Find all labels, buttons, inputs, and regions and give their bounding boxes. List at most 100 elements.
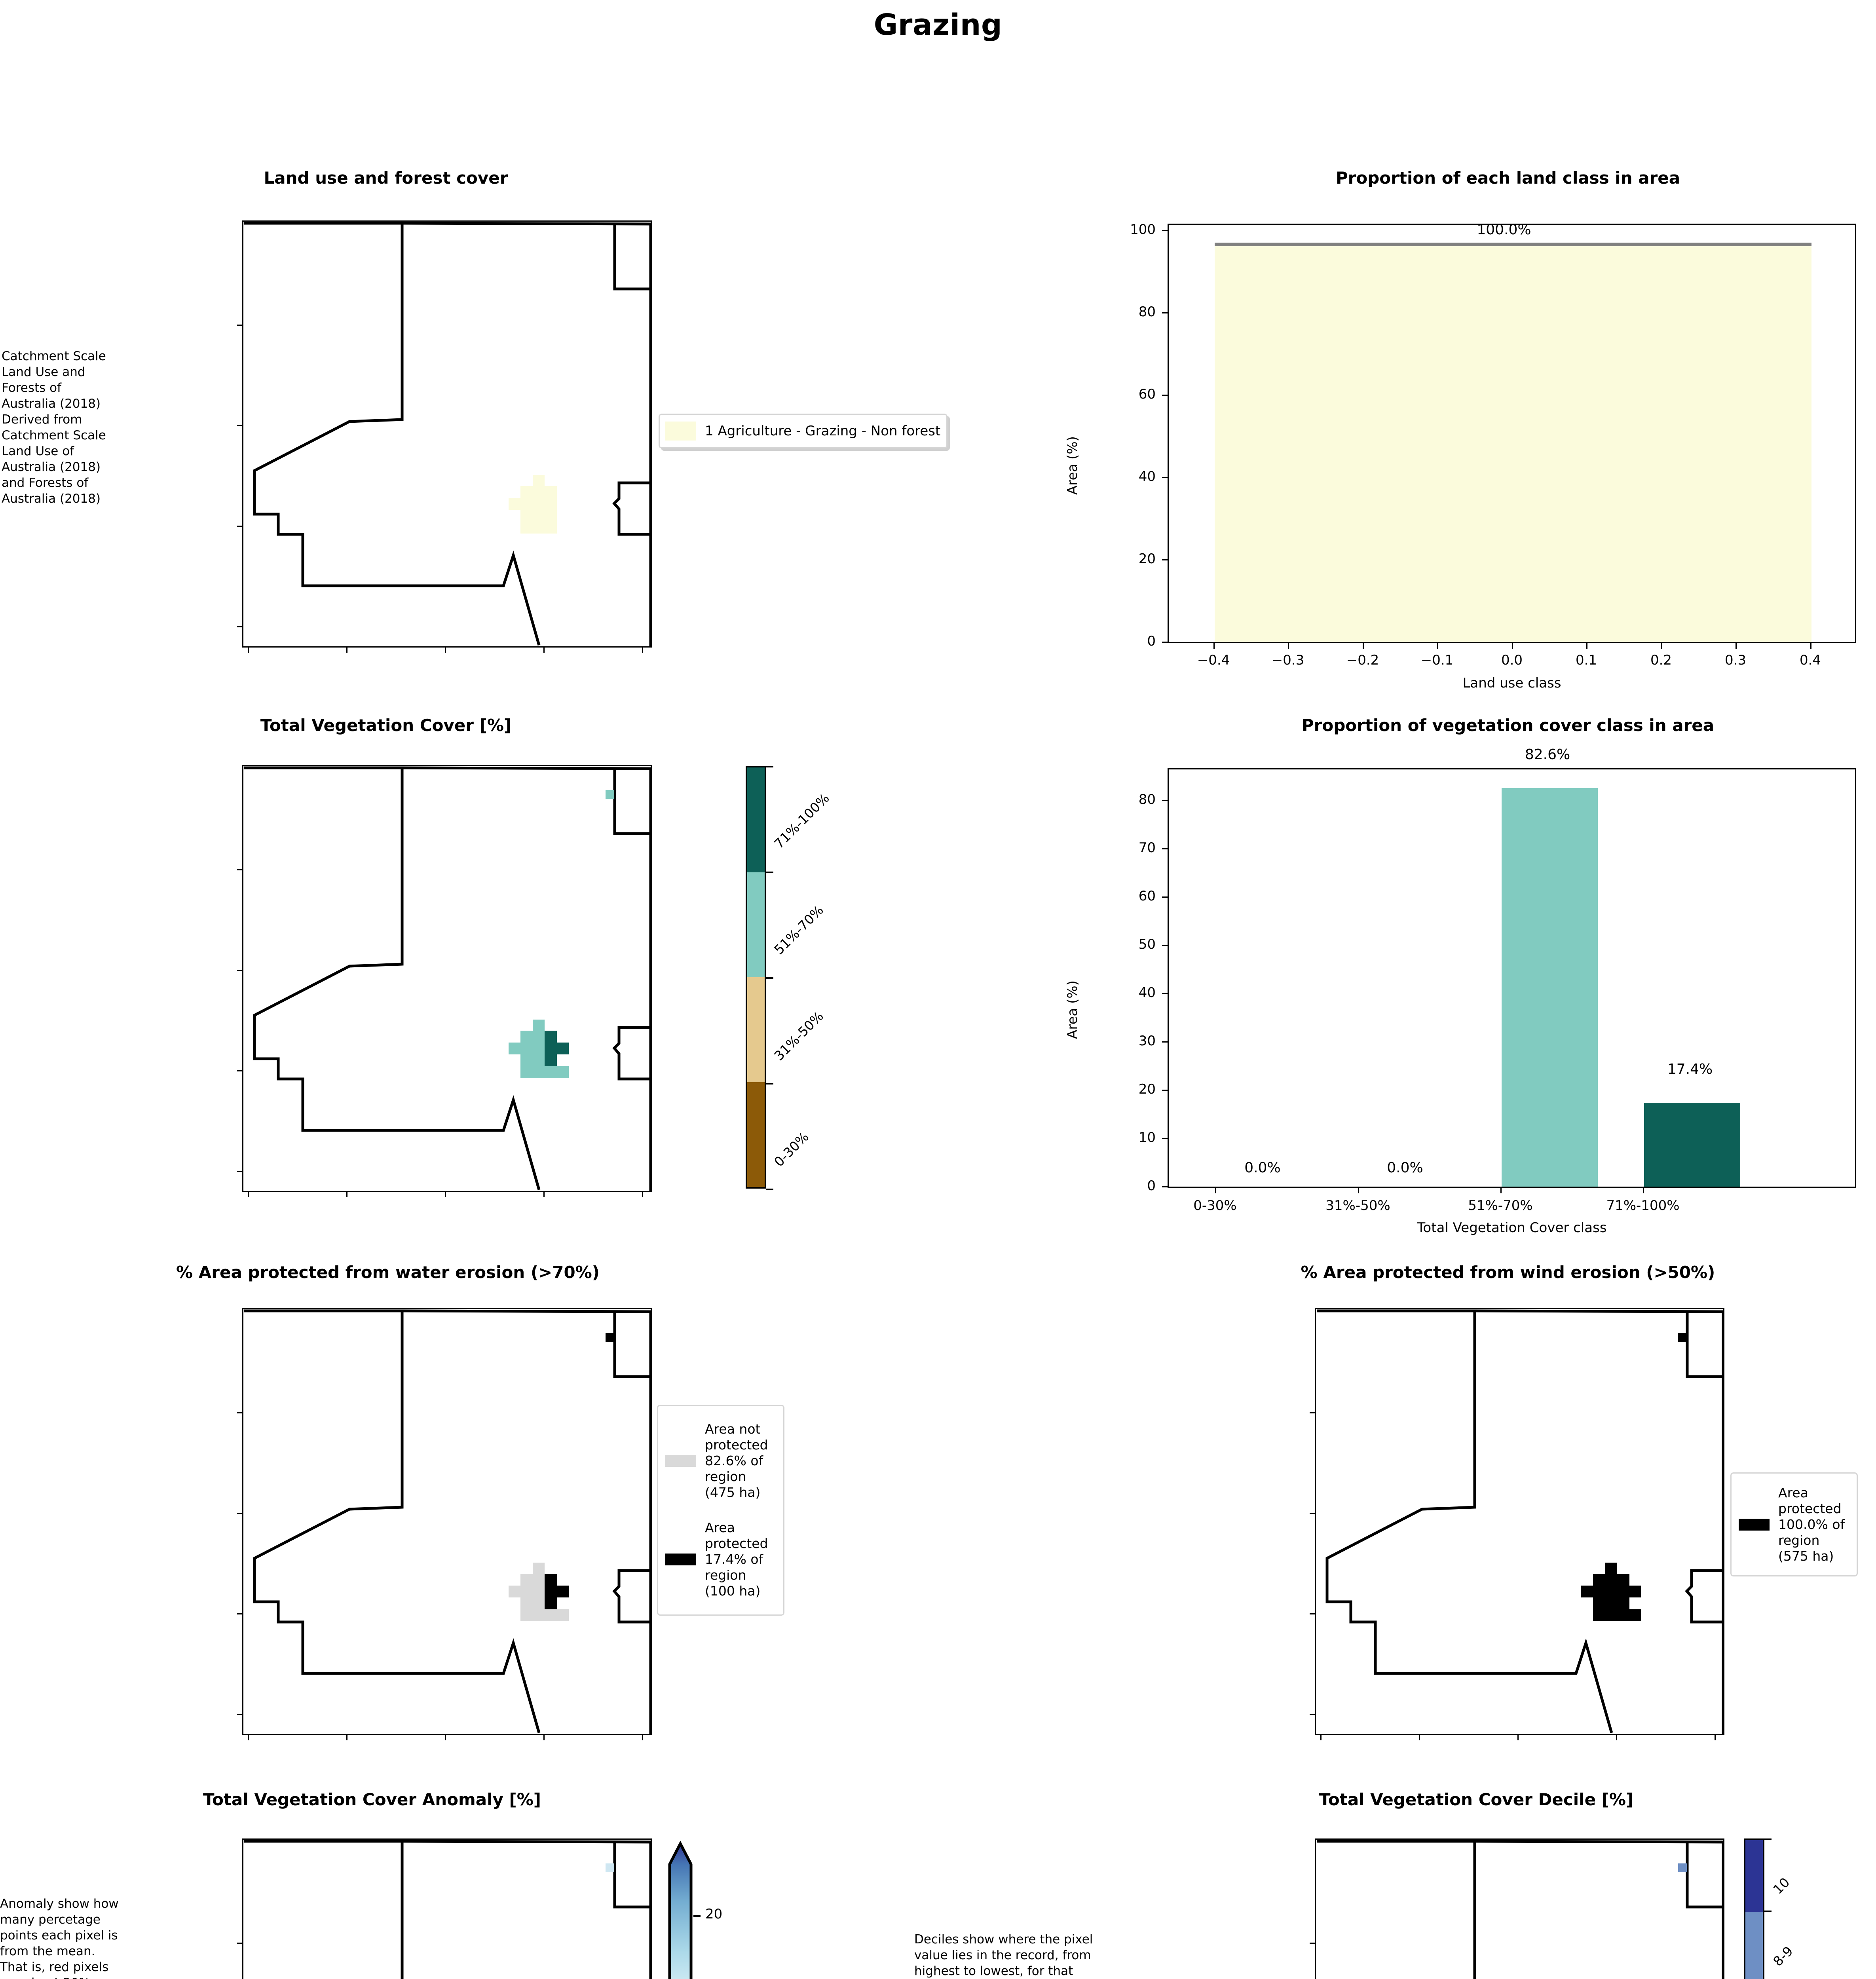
anomaly-cbar-tick	[693, 1915, 701, 1917]
ytick-mark	[1162, 1041, 1168, 1043]
veg-cover-xtick	[346, 1192, 347, 1197]
anomaly-map[interactable]	[242, 1838, 652, 1979]
xtick-label-veg-2: 51%-70%	[1468, 1198, 1533, 1214]
cbar-label-71-100: 71%-100%	[771, 790, 832, 852]
decile-ytick	[1310, 1943, 1315, 1944]
xtick-mark	[1586, 643, 1587, 649]
decile-map[interactable]	[1315, 1838, 1724, 1979]
xtick-mark	[1363, 643, 1364, 649]
bar-label-veg-0: 0.0%	[1244, 1160, 1281, 1176]
cbar-seg-10	[1745, 1840, 1763, 1912]
wind-erosion-ytick	[1310, 1613, 1315, 1614]
xtick-label: 0.3	[1724, 652, 1747, 668]
land-use-xtick	[346, 648, 347, 653]
xtick-mark	[1500, 1188, 1502, 1193]
xtick-label: 0.2	[1650, 652, 1672, 668]
cbar-seg-71-100	[747, 767, 765, 872]
xtick-mark	[1437, 643, 1438, 649]
ytick-v80: 80	[1138, 792, 1156, 807]
ytick-mark	[1162, 993, 1168, 994]
land-class-chart-axes[interactable]	[1168, 224, 1856, 643]
cbar-tick	[766, 766, 773, 767]
decile-map-boundary	[1317, 1840, 1723, 1979]
land-use-ytick	[237, 526, 242, 527]
legend-swatch-grazing	[665, 422, 696, 441]
anomaly-raster	[606, 1863, 614, 1872]
ytick-mark	[1162, 1138, 1168, 1139]
veg-cover-colorbar[interactable]	[746, 766, 766, 1189]
land-use-panel-title: Land use and forest cover	[264, 168, 508, 188]
water-erosion-xtick	[248, 1735, 249, 1740]
water-erosion-raster	[509, 1333, 614, 1621]
xtick-mark	[1643, 1188, 1644, 1193]
anomaly-panel-title: Total Vegetation Cover Anomaly [%]	[203, 1790, 541, 1809]
ytick-v70: 70	[1138, 840, 1156, 856]
anomaly-cbar-label-20: 20	[705, 1906, 723, 1922]
veg-cover-raster	[509, 790, 614, 1078]
ytick-v20: 20	[1138, 1081, 1156, 1097]
decile-cbar-tick	[1764, 1838, 1772, 1840]
cbar-tick	[766, 1083, 773, 1084]
decile-cbar-tick	[1764, 1911, 1772, 1912]
water-erosion-map[interactable]	[242, 1308, 652, 1735]
ytick-mark	[1162, 800, 1168, 801]
decile-colorbar[interactable]	[1744, 1838, 1764, 1979]
land-use-xtick	[642, 648, 643, 653]
ytick-mark	[1162, 230, 1168, 231]
cbar-seg-31-50	[747, 977, 765, 1082]
water-erosion-ytick	[237, 1613, 242, 1614]
veg-cover-xtick	[445, 1192, 446, 1197]
anomaly-colorbar-gradient	[668, 1840, 693, 1979]
legend-row-protected: Area protected 17.4% of region (100 ha)	[665, 1520, 768, 1599]
wind-erosion-xtick	[1419, 1735, 1420, 1740]
cbar-label-0-30: 0-30%	[771, 1129, 812, 1170]
ytick-v50: 50	[1138, 936, 1156, 952]
veg-cover-xtick	[248, 1192, 249, 1197]
bar-label-veg-1: 0.0%	[1387, 1160, 1423, 1176]
ytick-v40: 40	[1138, 985, 1156, 1001]
wind-erosion-ytick	[1310, 1714, 1315, 1715]
water-erosion-panel-title: % Area protected from water erosion (>70…	[176, 1263, 600, 1282]
veg-cover-panel-title: Total Vegetation Cover [%]	[260, 716, 512, 735]
land-use-ytick	[237, 425, 242, 426]
ytick-20: 20	[1138, 551, 1156, 567]
veg-cover-xtick	[543, 1192, 545, 1197]
xtick-label-veg-3: 71%-100%	[1606, 1198, 1680, 1214]
water-erosion-xtick	[642, 1735, 643, 1740]
water-erosion-xtick	[346, 1735, 347, 1740]
xtick-mark	[1735, 643, 1737, 649]
wind-erosion-map[interactable]	[1315, 1308, 1724, 1735]
veg-cover-ytick	[237, 1171, 242, 1172]
ytick-mark	[1162, 642, 1168, 643]
legend-label-not-protected: Area not protected 82.6% of region (475 …	[705, 1421, 768, 1500]
legend-swatch-not-protected	[665, 1455, 696, 1467]
veg-cover-ytick	[237, 970, 242, 971]
water-erosion-ytick	[237, 1513, 242, 1514]
wind-erosion-legend: Area protected 100.0% of region (575 ha)	[1730, 1472, 1858, 1576]
water-erosion-xtick	[543, 1735, 545, 1740]
land-class-ylabel: Area (%)	[1065, 436, 1080, 495]
water-erosion-xtick	[445, 1735, 446, 1740]
decile-panel-title: Total Vegetation Cover Decile [%]	[1319, 1790, 1634, 1809]
wind-erosion-xtick	[1517, 1735, 1519, 1740]
ytick-mark	[1162, 477, 1168, 478]
land-use-ytick	[237, 626, 242, 627]
decile-raster	[1678, 1863, 1687, 1872]
land-use-xtick	[248, 648, 249, 653]
xtick-mark	[1213, 643, 1215, 649]
veg-class-chart-axes[interactable]	[1168, 768, 1856, 1188]
wind-erosion-map-boundary	[1317, 1309, 1723, 1734]
decile-cbar-label-8-9: 8-9	[1770, 1943, 1796, 1970]
land-use-map[interactable]	[242, 220, 652, 648]
cbar-label-31-50: 31%-50%	[771, 1008, 826, 1064]
anomaly-colorbar[interactable]	[667, 1840, 693, 1979]
land-use-map-boundary	[244, 222, 651, 646]
cbar-tick	[766, 872, 773, 873]
xtick-label-veg-1: 31%-50%	[1325, 1198, 1390, 1214]
xtick-mark	[1288, 643, 1289, 649]
legend-swatch-protected	[665, 1554, 696, 1566]
ytick-mark	[1162, 1186, 1168, 1187]
veg-cover-map[interactable]	[242, 765, 652, 1192]
xtick-mark	[1661, 643, 1662, 649]
bar-land-class-0	[1215, 243, 1811, 642]
